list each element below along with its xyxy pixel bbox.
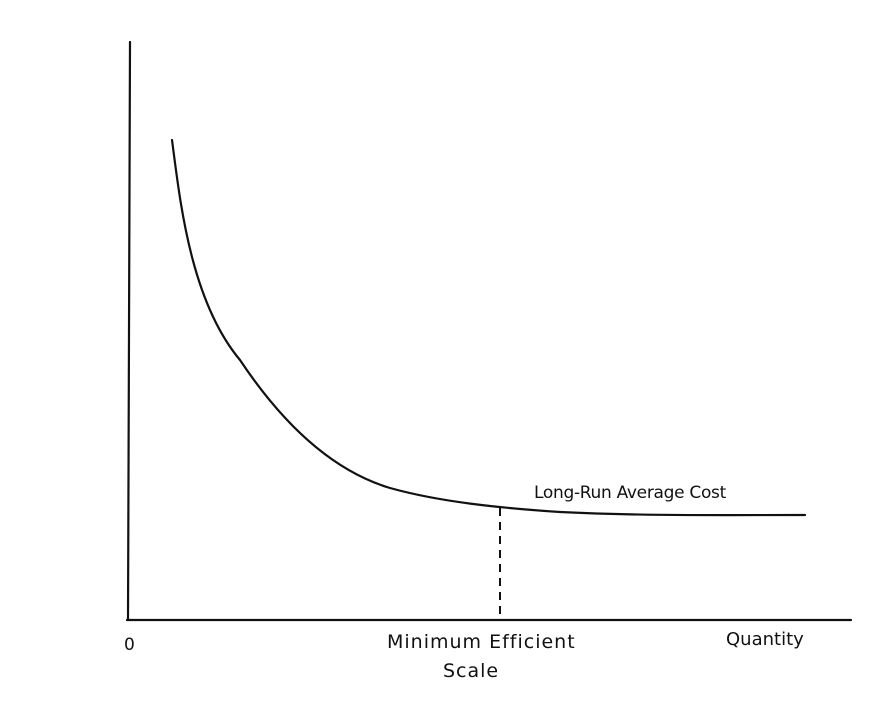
minimum-efficient-scale-label-line2: Scale xyxy=(443,660,499,682)
origin-label: 0 xyxy=(124,635,135,655)
minimum-efficient-scale-label-line1: Minimum Efficient xyxy=(387,631,576,653)
x-axis-label: Quantity xyxy=(726,629,804,650)
y-axis xyxy=(126,40,132,622)
curve-label: Long-Run Average Cost xyxy=(534,483,727,503)
lrac-curve xyxy=(170,138,807,517)
